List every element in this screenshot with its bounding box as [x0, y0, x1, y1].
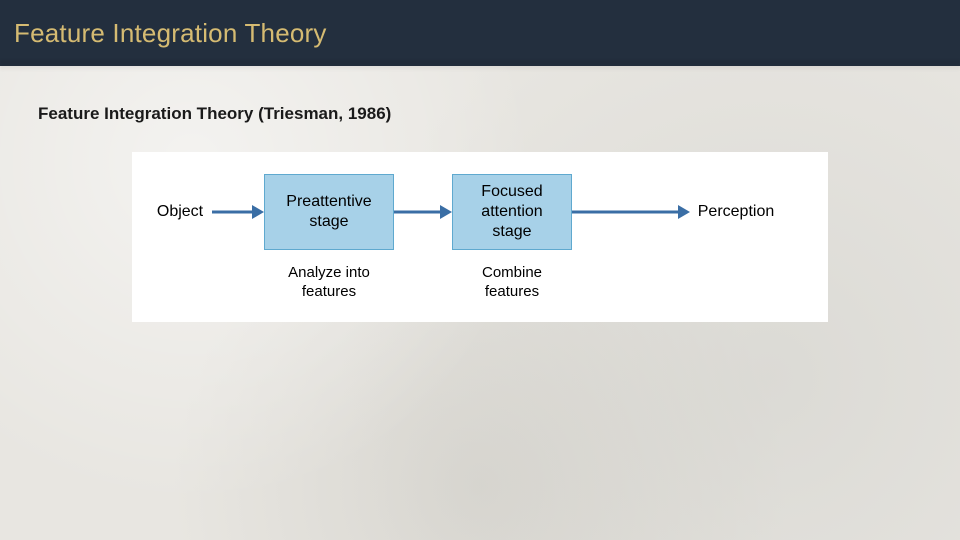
arrow-icon: [572, 205, 690, 219]
flow-node-object: Object: [148, 202, 212, 222]
arrow-icon: [394, 205, 452, 219]
flow-node-perception: Perception: [690, 202, 782, 222]
page-title: Feature Integration Theory: [14, 18, 327, 49]
arrow-icon: [212, 205, 264, 219]
flow-caption-preattentive: Analyze into features: [264, 264, 394, 302]
flow-box-preattentive: Preattentive stage: [264, 174, 394, 250]
flow-box-focused: Focused attention stage: [452, 174, 572, 250]
slide-header: Feature Integration Theory: [0, 0, 960, 72]
header-divider: [0, 60, 960, 72]
flow-caption-focused: Combine features: [452, 264, 572, 302]
subtitle: Feature Integration Theory (Triesman, 19…: [38, 104, 391, 124]
header-bar: Feature Integration Theory: [0, 0, 960, 66]
diagram-panel: Object Preattentive stage Focused attentio…: [132, 152, 828, 322]
flowchart: Object Preattentive stage Focused attentio…: [132, 152, 828, 322]
